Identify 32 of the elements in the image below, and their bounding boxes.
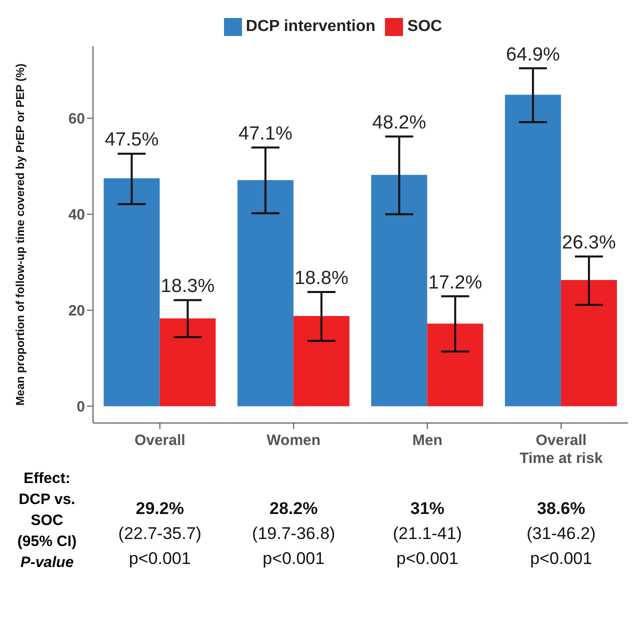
- y-tick-label: 40: [68, 206, 85, 224]
- bar: [371, 174, 428, 406]
- data-label: 18.8%: [294, 268, 348, 289]
- data-label: 47.1%: [238, 124, 292, 145]
- text: 28.2% (19.7-36.8) p<0.001: [251, 498, 336, 570]
- data-label: 18.3%: [160, 276, 215, 298]
- x-tick-label: Men: [412, 432, 442, 449]
- text: 29.2% (22.7-35.7) p<0.001: [117, 498, 202, 570]
- text: 38.6% (31-46.2) p<0.001: [526, 498, 597, 570]
- y-tick-label: 60: [68, 110, 85, 128]
- y-axis-title: Mean proportion of follow-up time covered by PrEP or PEP (%): [15, 63, 28, 406]
- data-label: 48.2%: [372, 112, 426, 134]
- y-tick-label: 20: [68, 302, 85, 320]
- bar: [560, 280, 617, 406]
- legend-label: SOC: [407, 18, 442, 36]
- y-tick-label: 0: [76, 398, 85, 416]
- table-row-header: Effect: DCP vs. SOC (95% CI) P-value: [16, 469, 78, 573]
- bar: [504, 94, 561, 406]
- bar: [293, 316, 350, 406]
- x-tick-label: Overall: [134, 432, 186, 449]
- data-label: 64.9%: [506, 44, 560, 66]
- data-label: 17.2%: [428, 272, 482, 294]
- data-label: 47.5%: [104, 130, 159, 151]
- legend-label: DCP intervention: [246, 18, 376, 36]
- bar: [160, 318, 216, 406]
- x-tick-label: Women: [266, 432, 321, 449]
- text: 31% (21.1-41) p<0.001: [392, 498, 463, 570]
- bar: [427, 324, 484, 406]
- bar: [237, 180, 294, 406]
- data-label: 26.3%: [562, 232, 616, 254]
- bar: [104, 178, 160, 406]
- x-tick-label: Overall Time at risk: [520, 432, 604, 467]
